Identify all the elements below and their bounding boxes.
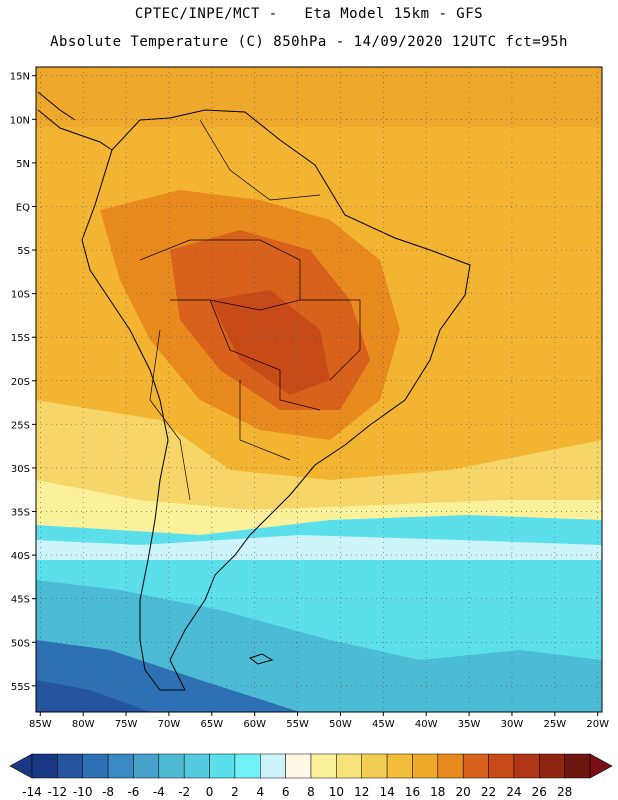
lon-label: 35W — [458, 719, 481, 730]
lon-label: 70W — [158, 719, 181, 730]
colorbar-label: 8 — [307, 785, 315, 799]
colorbar-label: 26 — [532, 785, 547, 799]
lon-label: 55W — [286, 719, 309, 730]
lat-label: EQ — [16, 202, 30, 213]
lon-label: 30W — [501, 719, 524, 730]
chart-title: CPTEC/INPE/MCT - Eta Model 15km - GFS — [134, 6, 484, 22]
colorbar-box — [513, 753, 540, 779]
colorbar-box — [285, 753, 312, 779]
colorbar-box — [107, 753, 134, 779]
colorbar-label: 6 — [282, 785, 290, 799]
lat-label: 10S — [11, 290, 30, 301]
lat-label: 50S — [11, 638, 30, 649]
colorbar-box — [31, 753, 58, 779]
lon-label: 80W — [72, 719, 95, 730]
latitude-labels: 15N 10N 5N EQ 5S 10S 15S 20S 25S 30S 35S 40S 45S 50S 5… — [10, 72, 36, 693]
colorbar-label: 24 — [506, 785, 521, 799]
colorbar-box — [158, 753, 185, 779]
field-transition — [36, 535, 602, 560]
lon-label: 50W — [329, 719, 352, 730]
field-north — [36, 67, 602, 127]
colorbar-box — [183, 753, 210, 779]
lon-label: 40W — [415, 719, 438, 730]
colorbar-label: -2 — [178, 785, 190, 799]
colorbar: -14 -12 -10 -8 -6 -4 -2 0 2 4 6 8 10 12 14 16 18 20 22 24 26… — [9, 753, 613, 799]
colorbar-box — [234, 753, 261, 779]
colorbar-box — [361, 753, 388, 779]
colorbar-label: -8 — [102, 785, 114, 799]
colorbar-label: 14 — [379, 785, 394, 799]
colorbar-box — [488, 753, 515, 779]
colorbar-label: -14 — [22, 785, 42, 799]
colorbar-label: 28 — [557, 785, 572, 799]
field-hottest-core — [210, 290, 330, 395]
lon-label: 75W — [115, 719, 138, 730]
map-frame — [35, 66, 603, 713]
colorbar-label: 16 — [405, 785, 420, 799]
field-colder — [36, 640, 300, 712]
colorbar-box — [386, 753, 413, 779]
colorbar-label: 12 — [354, 785, 369, 799]
colorbar-box — [437, 753, 464, 779]
lat-label: 45S — [11, 595, 30, 606]
lat-label: 15N — [10, 72, 30, 83]
falklands-coastline — [248, 653, 274, 665]
map-panel: 15N 10N 5N EQ 5S 10S 15S 20S 25S 30S 35S 40S 45S 50S 5… — [10, 66, 609, 730]
colorbar-boxes — [31, 753, 591, 779]
lat-label: 15S — [11, 333, 30, 344]
colorbar-label: 2 — [231, 785, 239, 799]
colorbar-box — [310, 753, 337, 779]
lon-label: 20W — [586, 719, 609, 730]
lat-label: 30S — [11, 464, 30, 475]
field-coldest — [36, 680, 150, 712]
lon-label: 60W — [243, 719, 266, 730]
lat-label: 35S — [11, 508, 30, 519]
colorbar-high-arrow — [589, 753, 613, 779]
colorbar-labels: -14 -12 -10 -8 -6 -4 -2 0 2 4 6 8 10 12 14 16 18 20 22 24 26… — [22, 785, 572, 799]
south-america-coastline — [81, 109, 471, 691]
colorbar-label: 10 — [329, 785, 344, 799]
colorbar-low-arrow — [9, 753, 33, 779]
colorbar-box — [260, 753, 286, 779]
colorbar-label: 20 — [456, 785, 471, 799]
colorbar-label: -6 — [127, 785, 139, 799]
lat-label: 55S — [11, 682, 30, 693]
colorbar-box — [462, 753, 489, 779]
colorbar-box — [539, 753, 565, 779]
colorbar-label: -4 — [153, 785, 165, 799]
central-america-coastline — [37, 91, 113, 151]
colorbar-label: 4 — [256, 785, 264, 799]
colorbar-label: -12 — [48, 785, 68, 799]
colorbar-label: -10 — [73, 785, 93, 799]
colorbar-box — [57, 753, 83, 779]
lon-label: 45W — [372, 719, 395, 730]
colorbar-box — [82, 753, 109, 779]
longitude-labels: 85W 80W 75W 70W 65W 60W 55W 50W 45W 40W 35W 30W 25W 2… — [29, 712, 609, 730]
lon-label: 65W — [200, 719, 223, 730]
lon-label: 85W — [29, 719, 52, 730]
colorbar-label: 18 — [430, 785, 445, 799]
lat-label: 5S — [17, 246, 30, 257]
lat-label: 20S — [11, 377, 30, 388]
chart-subtitle: Absolute Temperature (C) 850hPa - 14/09/… — [50, 34, 568, 50]
lon-label: 25W — [544, 719, 567, 730]
lat-label: 25S — [11, 420, 30, 431]
lat-label: 40S — [11, 551, 30, 562]
colorbar-box — [564, 753, 591, 779]
colorbar-box — [412, 753, 439, 779]
colorbar-box — [336, 753, 362, 779]
colorbar-label: 22 — [481, 785, 496, 799]
colorbar-box — [209, 753, 236, 779]
colorbar-box — [133, 753, 160, 779]
country-borders — [139, 119, 361, 501]
colorbar-label: 0 — [206, 785, 214, 799]
lat-label: 5N — [16, 159, 30, 170]
lat-label: 10N — [10, 115, 30, 126]
